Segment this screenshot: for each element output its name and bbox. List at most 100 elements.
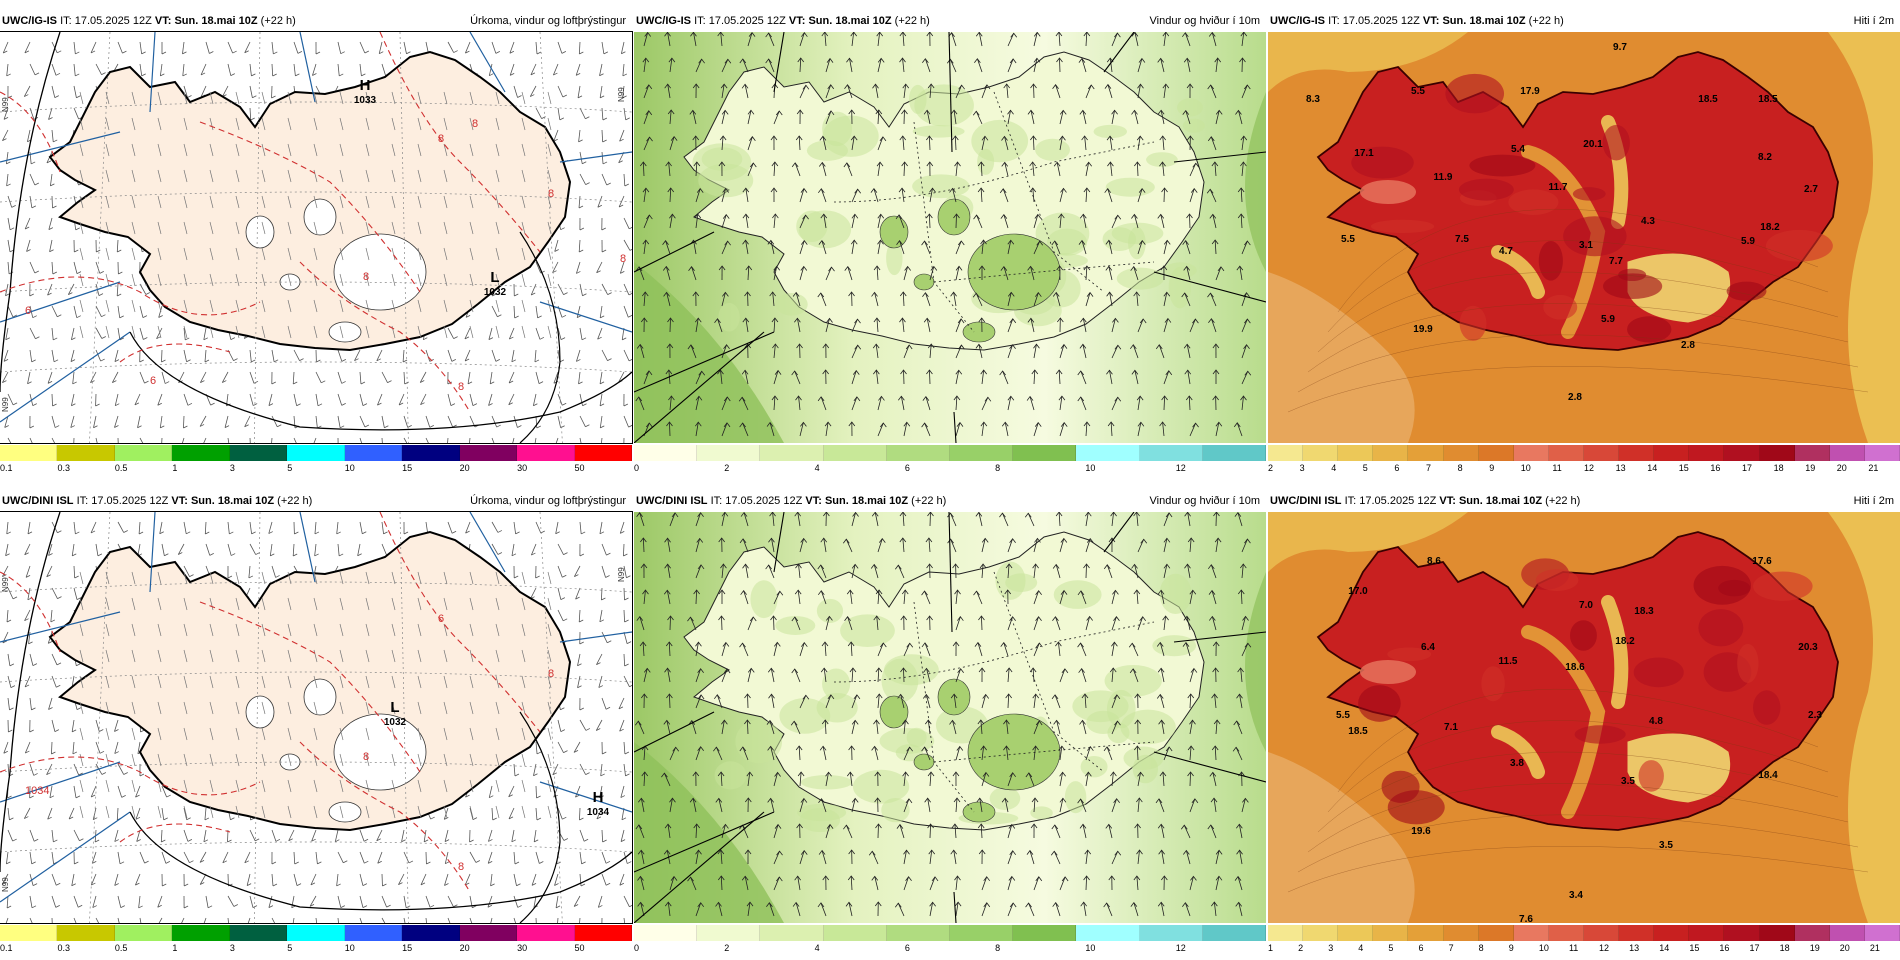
colorbar-tick: 19 <box>1810 943 1820 953</box>
colorbar-cell <box>1268 925 1303 941</box>
temperature-label: 5.9 <box>1741 236 1755 247</box>
svg-text:H: H <box>593 789 604 806</box>
temperature-label: 3.1 <box>1579 240 1593 251</box>
colorbar-tick: 10 <box>1539 943 1549 953</box>
colorbar-cell <box>1865 925 1900 941</box>
colorbar-tick: 30 <box>517 463 527 473</box>
temperature-label: 3.4 <box>1569 890 1583 901</box>
colorbar-cell <box>172 925 229 941</box>
temperature-label: 19.6 <box>1411 826 1431 837</box>
colorbar-tick: 50 <box>575 943 585 953</box>
colorbar-tick: 15 <box>1689 943 1699 953</box>
colorbar-tick: 20 <box>460 943 470 953</box>
isotherm-label: 8 <box>620 253 626 265</box>
lead-time: (+22 h) <box>895 15 930 27</box>
colorbar-cell <box>1760 445 1795 461</box>
wind-map[interactable] <box>634 32 1266 443</box>
temperature-label: 20.1 <box>1583 139 1603 150</box>
valid-time: Sun. 18.mai 10Z <box>1459 495 1542 507</box>
init-time: 17.05.2025 12Z <box>1343 15 1420 27</box>
colorbar-tick: 15 <box>402 943 412 953</box>
latitude-label: N99 <box>1 877 10 892</box>
colorbar-tick: 5 <box>287 463 292 473</box>
temperature-label: 18.2 <box>1615 636 1635 647</box>
colorbar-tick: 8 <box>1479 943 1484 953</box>
colorbar-tick: 20 <box>1837 463 1847 473</box>
colorbar-tick: 19 <box>1805 463 1815 473</box>
latitude-label: N99 <box>1 577 10 592</box>
colorbar-tick: 1 <box>172 943 177 953</box>
colorbar-tick: 10 <box>1085 463 1095 473</box>
colorbar-cell <box>634 445 697 461</box>
product-title: Úrkoma, vindur og loftþrýstingur <box>470 490 626 512</box>
temperature-label: 5.9 <box>1601 314 1615 325</box>
product-title: Vindur og hviður í 10m <box>1150 10 1260 32</box>
colorbar-tick: 18 <box>1780 943 1790 953</box>
colorbar-cell <box>575 445 632 461</box>
colorbar-cell <box>1514 445 1549 461</box>
it-label: IT: <box>1345 495 1357 507</box>
latitude-label: N99 <box>1 397 10 412</box>
colorbar-cell <box>950 925 1013 941</box>
colorbar-tick: 1 <box>172 463 177 473</box>
colorbar-tick: 6 <box>1418 943 1423 953</box>
it-label: IT: <box>711 495 723 507</box>
init-time: 17.05.2025 12Z <box>725 495 802 507</box>
model-name: UWC/DINI ISL <box>636 495 708 507</box>
colorbar-tick: 4 <box>815 463 820 473</box>
colorbar-cell <box>1140 445 1203 461</box>
isotherm-label: 8 <box>363 751 369 763</box>
colorbar-cell <box>1795 445 1830 461</box>
temperature-label: 8.6 <box>1427 556 1441 567</box>
isotherm-label: 6 <box>150 375 156 387</box>
colorbar-tick: 4 <box>1358 943 1363 953</box>
colorbar-tick: 21 <box>1870 943 1880 953</box>
colorbar-tick: 12 <box>1176 463 1186 473</box>
temperature-label: 5.5 <box>1336 710 1350 721</box>
latitude-label: N99 <box>1 97 10 112</box>
colorbar-cell <box>575 925 632 941</box>
colorbar-tick: 10 <box>1085 943 1095 953</box>
colorbar-tick: 21 <box>1868 463 1878 473</box>
colorbar-tick: 10 <box>1521 463 1531 473</box>
colorbar-cell <box>1373 445 1408 461</box>
temperature-label: 18.5 <box>1348 726 1368 737</box>
product-title: Úrkoma, vindur og loftþrýstingur <box>470 10 626 32</box>
temperature-label: 7.1 <box>1444 722 1458 733</box>
colorbar-tick: 10 <box>345 943 355 953</box>
it-label: IT: <box>77 495 89 507</box>
colorbar-cell <box>1619 925 1654 941</box>
colorbar-tick: 0.5 <box>115 943 128 953</box>
lead-time: (+22 h) <box>1545 495 1580 507</box>
colorbar-tick: 5 <box>1388 943 1393 953</box>
colorbar-tick: 7 <box>1426 463 1431 473</box>
colorbar-cell <box>517 445 574 461</box>
temperature-label: 7.6 <box>1519 914 1533 923</box>
wind-map[interactable] <box>634 512 1266 923</box>
isotherm-label: 6 <box>25 305 31 317</box>
colorbar-cell <box>1203 925 1266 941</box>
panel-ig-precip: UWC/IG-IS IT: 17.05.2025 12Z VT: Sun. 18… <box>0 10 632 480</box>
temperature-label: 11.7 <box>1549 182 1568 193</box>
temperature-label: 2.3 <box>1808 710 1822 721</box>
colorbar-tick: 2 <box>1268 463 1273 473</box>
temperature-label: 5.5 <box>1411 86 1425 97</box>
temperature-label: 17.1 <box>1354 148 1374 159</box>
colorbar-cell <box>1795 925 1830 941</box>
colorbar-cell <box>230 445 287 461</box>
product-title: Hiti í 2m <box>1854 490 1894 512</box>
colorbar-cell <box>1584 445 1619 461</box>
temperature-label: 8.3 <box>1306 94 1320 105</box>
temperature-label: 18.5 <box>1758 94 1778 105</box>
colorbar-tick: 3 <box>1328 943 1333 953</box>
panel-ig-wind: UWC/IG-IS IT: 17.05.2025 12Z VT: Sun. 18… <box>634 10 1266 480</box>
colorbar-cell <box>0 925 57 941</box>
colorbar-tick: 0.3 <box>57 943 70 953</box>
